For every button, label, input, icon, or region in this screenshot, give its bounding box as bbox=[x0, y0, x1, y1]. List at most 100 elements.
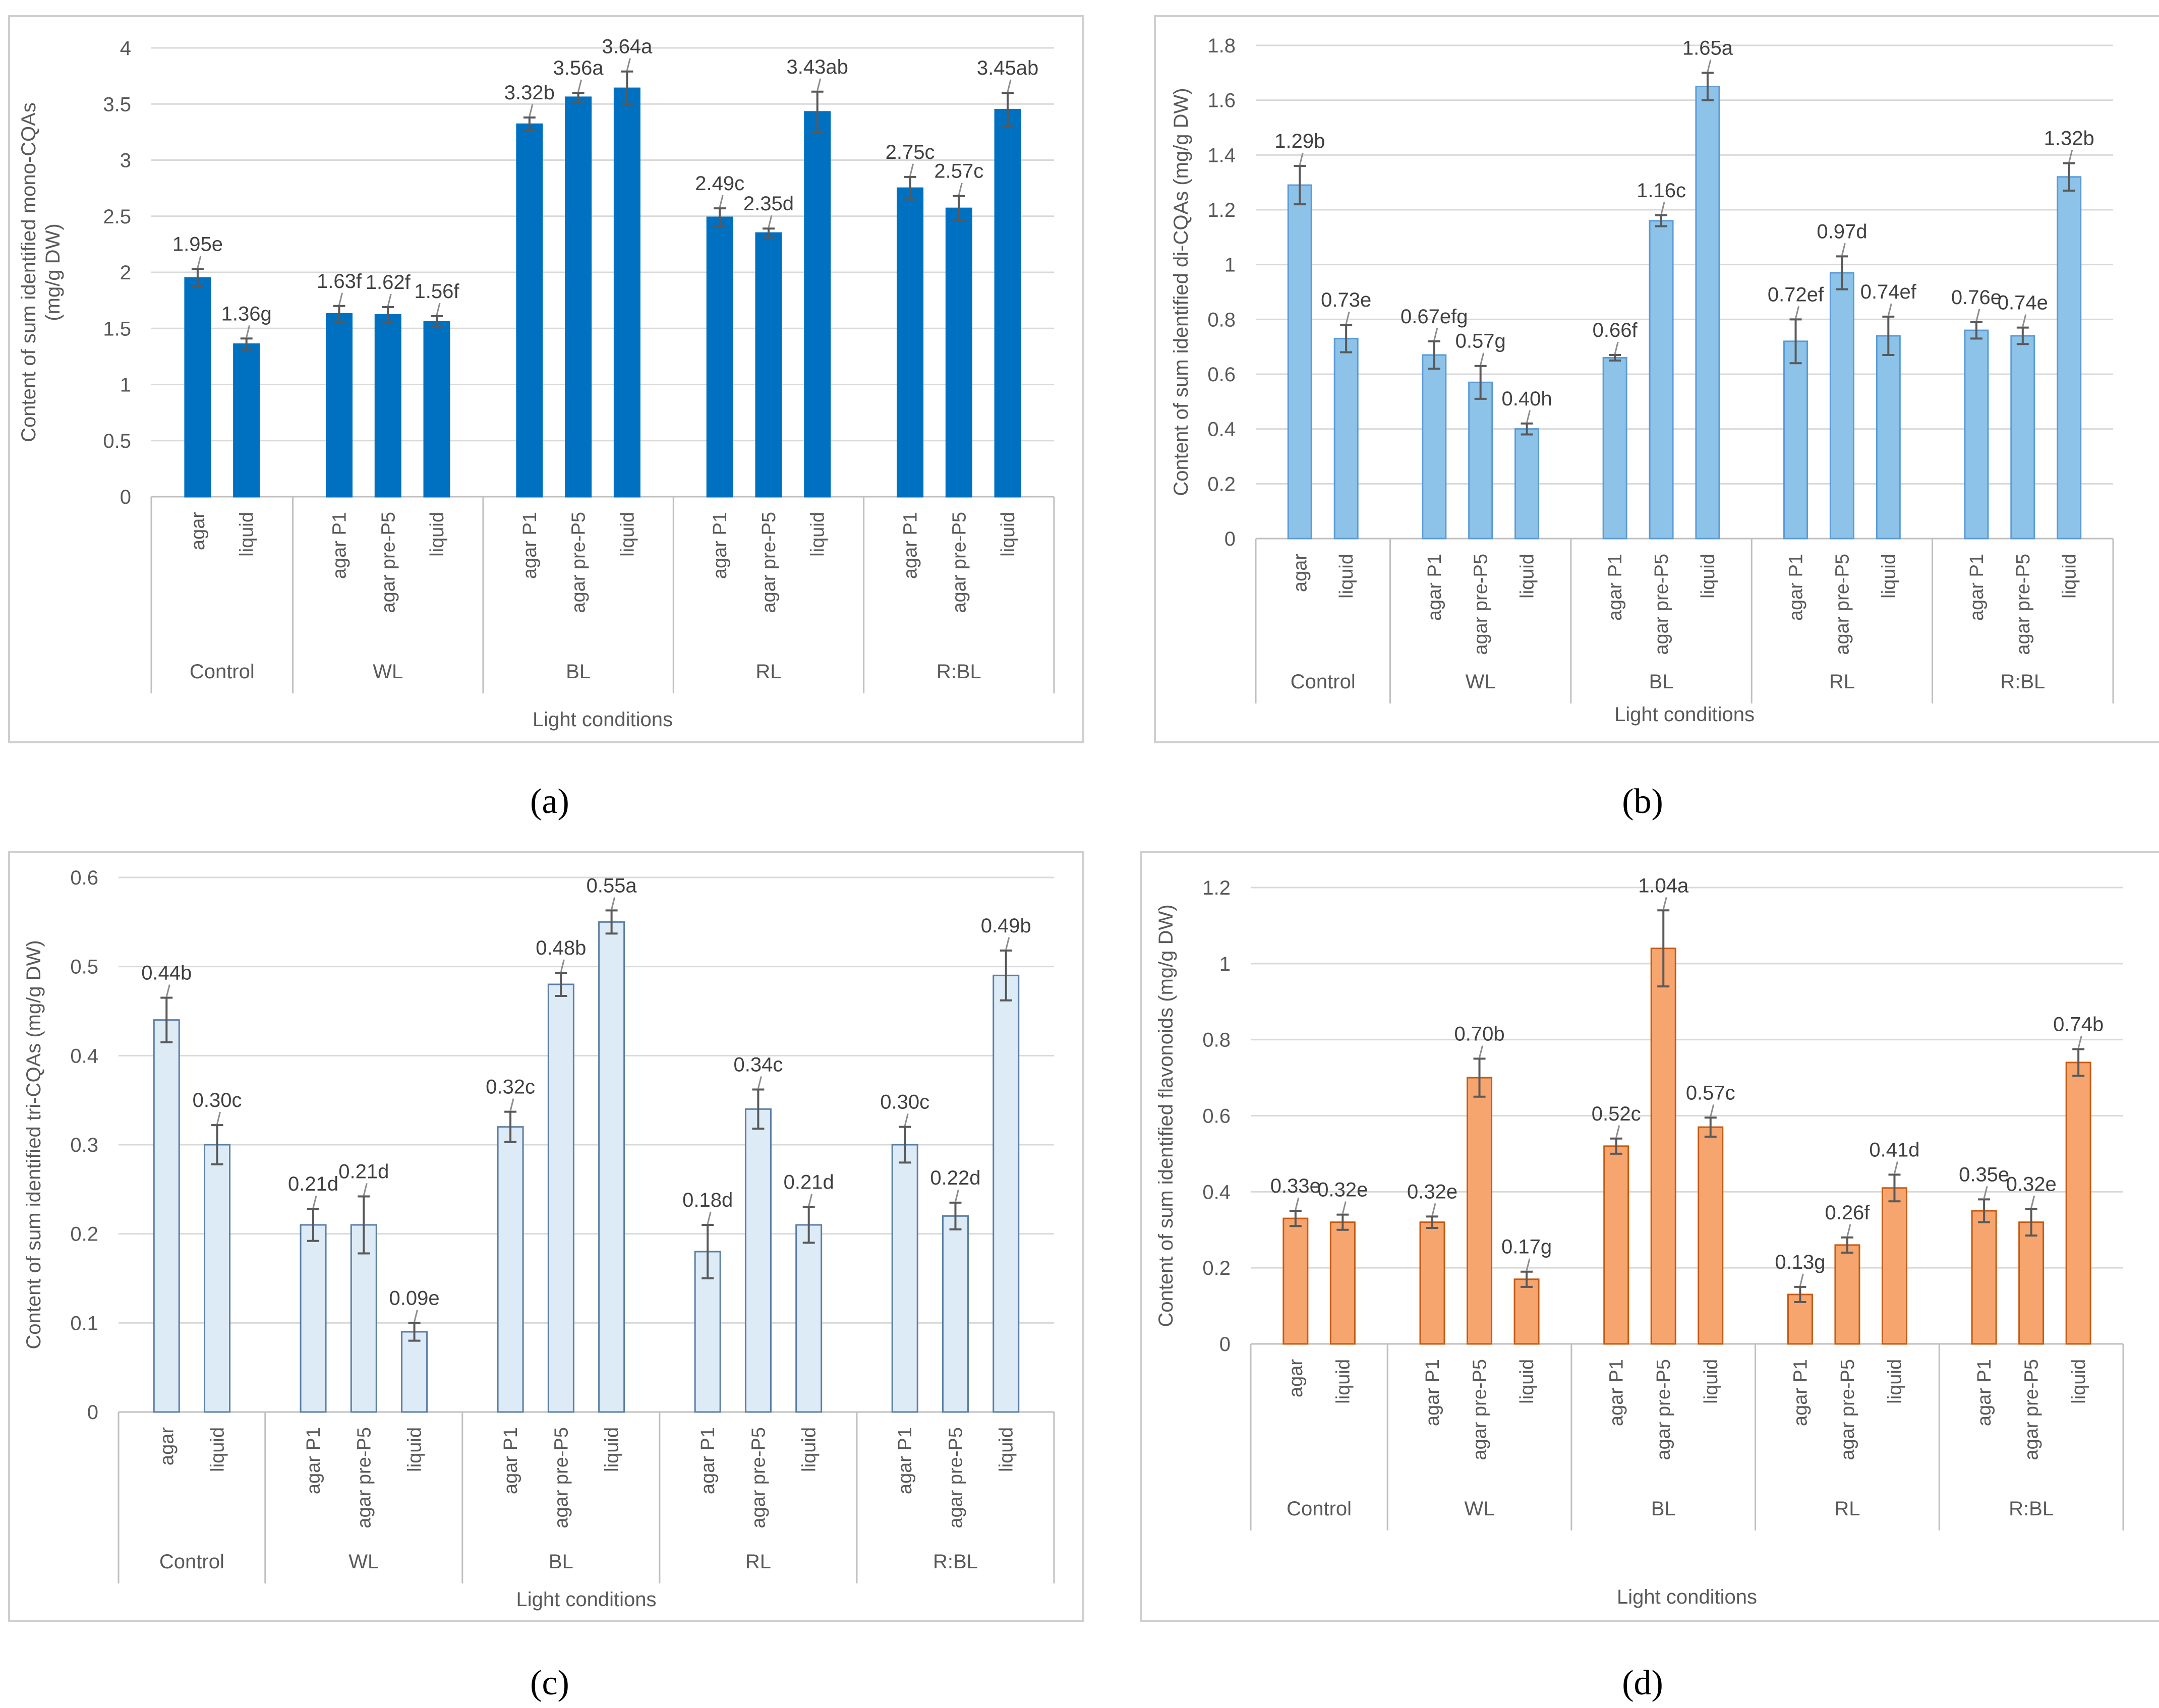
label-leader bbox=[577, 79, 582, 92]
chart-panel-c: 0 0.1 0.2 0.3 0.4 0.5 0.6 Content of sum identi… bbox=[8, 851, 1084, 1622]
label-leader bbox=[1887, 303, 1892, 316]
bar-rl-2 bbox=[1876, 335, 1901, 540]
label-leader bbox=[611, 897, 616, 910]
y-tick-label: 0.5 bbox=[70, 956, 98, 978]
panel-label-b: (b) bbox=[1622, 782, 1663, 821]
x-category-label: agar pre-P5 bbox=[354, 1427, 375, 1528]
x-category-label: liquid bbox=[799, 1427, 820, 1472]
bar-bl-2 bbox=[598, 921, 625, 1413]
bar-rl-1 bbox=[1829, 272, 1854, 540]
y-tick-label: 1.2 bbox=[1202, 877, 1231, 899]
x-group-label: R:BL bbox=[2000, 671, 2045, 693]
data-label: 0.72ef bbox=[1768, 283, 1824, 306]
x-axis-title: Light conditions bbox=[516, 1588, 657, 1611]
data-label: 2.75c bbox=[886, 141, 935, 163]
data-label: 0.40h bbox=[1502, 388, 1552, 410]
x-category-label: liquid bbox=[237, 512, 258, 557]
x-axis-title: Light conditions bbox=[1614, 703, 1755, 726]
bar-control-0 bbox=[153, 1019, 180, 1413]
x-group-label: WL bbox=[373, 661, 403, 683]
x-category-label: liquid bbox=[1516, 1359, 1538, 1404]
bar-wl-1 bbox=[350, 1224, 377, 1413]
x-category-label: liquid bbox=[996, 1427, 1017, 1472]
bar-wl-1 bbox=[1468, 381, 1493, 540]
data-label: 0.21d bbox=[288, 1173, 338, 1195]
x-category-label: liquid bbox=[2059, 554, 2080, 599]
bar-rl-2 bbox=[804, 111, 831, 498]
bar-bl-0 bbox=[1602, 357, 1627, 540]
x-category-label: agar P1 bbox=[1606, 1359, 1627, 1426]
label-leader bbox=[1662, 897, 1667, 910]
data-label: 0.32e bbox=[1317, 1179, 1368, 1201]
bar-rbl-0 bbox=[1964, 329, 1989, 540]
data-label: 0.26f bbox=[1825, 1202, 1870, 1224]
data-label: 1.32b bbox=[2044, 128, 2094, 150]
y-tick-label: 3.5 bbox=[103, 93, 131, 115]
bar-rbl-2 bbox=[2057, 176, 2082, 540]
data-label: 0.32e bbox=[2006, 1173, 2057, 1195]
label-leader bbox=[1345, 311, 1350, 324]
x-group-label: R:BL bbox=[2009, 1498, 2054, 1520]
x-category-label: agar P1 bbox=[710, 512, 731, 579]
label-leader bbox=[719, 195, 724, 208]
bar-rbl-2 bbox=[2065, 1062, 2091, 1345]
x-category-label: agar P1 bbox=[303, 1427, 324, 1494]
y-tick-label: 0.2 bbox=[1202, 1257, 1231, 1279]
label-leader bbox=[560, 959, 565, 972]
y-tick-label: 0.4 bbox=[1207, 419, 1236, 441]
y-tick-label: 0.2 bbox=[70, 1223, 98, 1246]
bar-bl-0 bbox=[516, 123, 543, 498]
x-category-label: liquid bbox=[1698, 554, 1719, 599]
y-axis-title: Content of sum identified flavonoids (mg… bbox=[1155, 904, 1177, 1327]
data-label: 1.29b bbox=[1274, 130, 1325, 152]
data-label: 0.35e bbox=[1959, 1163, 2009, 1186]
data-label: 0.74e bbox=[1998, 292, 2048, 314]
data-label: 0.76e bbox=[1951, 286, 2002, 309]
x-category-label: liquid bbox=[998, 512, 1019, 557]
x-category-label: agar pre-P5 bbox=[378, 512, 399, 613]
x-category-label: liquid bbox=[1336, 554, 1357, 599]
x-group-label: BL bbox=[1651, 1498, 1676, 1520]
x-group-label: BL bbox=[566, 661, 591, 683]
x-category-label: liquid bbox=[602, 1427, 623, 1472]
data-label: 0.57g bbox=[1455, 330, 1506, 352]
bar-wl-0 bbox=[1422, 354, 1447, 540]
data-label: 0.30c bbox=[880, 1091, 929, 1113]
bar-bl-0 bbox=[1603, 1145, 1629, 1345]
bar-bl-0 bbox=[497, 1126, 524, 1413]
data-label: 0.09e bbox=[389, 1287, 440, 1309]
bar-wl-1 bbox=[1467, 1077, 1493, 1345]
data-label: 3.43ab bbox=[787, 56, 848, 78]
panel-label-d: (d) bbox=[1622, 1664, 1663, 1702]
bar-wl-0 bbox=[326, 313, 353, 498]
bar-rl-0 bbox=[694, 1251, 721, 1413]
x-category-label: liquid bbox=[1701, 1359, 1722, 1404]
data-label: 1.36g bbox=[221, 303, 272, 325]
data-label: 0.34c bbox=[733, 1053, 783, 1076]
label-leader bbox=[1707, 59, 1712, 72]
x-group-label: RL bbox=[1829, 671, 1855, 693]
x-group-label: RL bbox=[745, 1551, 771, 1573]
label-leader bbox=[1795, 306, 1799, 319]
x-group-label: Control bbox=[159, 1551, 224, 1573]
bar-control-1 bbox=[233, 343, 260, 498]
y-tick-label: 0 bbox=[1224, 528, 1236, 550]
x-category-label: agar P1 bbox=[1966, 554, 1988, 621]
x-category-label: liquid bbox=[2068, 1359, 2089, 1404]
x-category-label: agar pre-P5 bbox=[748, 1427, 769, 1528]
label-leader bbox=[436, 303, 441, 316]
data-label: 0.74ef bbox=[1860, 281, 1917, 303]
x-group-label: Control bbox=[1287, 1498, 1352, 1520]
data-label: 3.32b bbox=[504, 82, 555, 104]
label-leader bbox=[904, 1113, 909, 1127]
data-label: 0.41d bbox=[1869, 1139, 1919, 1161]
label-leader bbox=[509, 1098, 514, 1111]
data-label: 2.57c bbox=[934, 160, 983, 183]
x-group-label: R:BL bbox=[937, 661, 981, 683]
label-leader bbox=[1975, 309, 1980, 322]
label-leader bbox=[1299, 152, 1304, 165]
data-label: 0.21d bbox=[338, 1160, 389, 1183]
x-category-label: agar P1 bbox=[697, 1427, 719, 1494]
x-category-label: agar bbox=[1290, 554, 1311, 592]
